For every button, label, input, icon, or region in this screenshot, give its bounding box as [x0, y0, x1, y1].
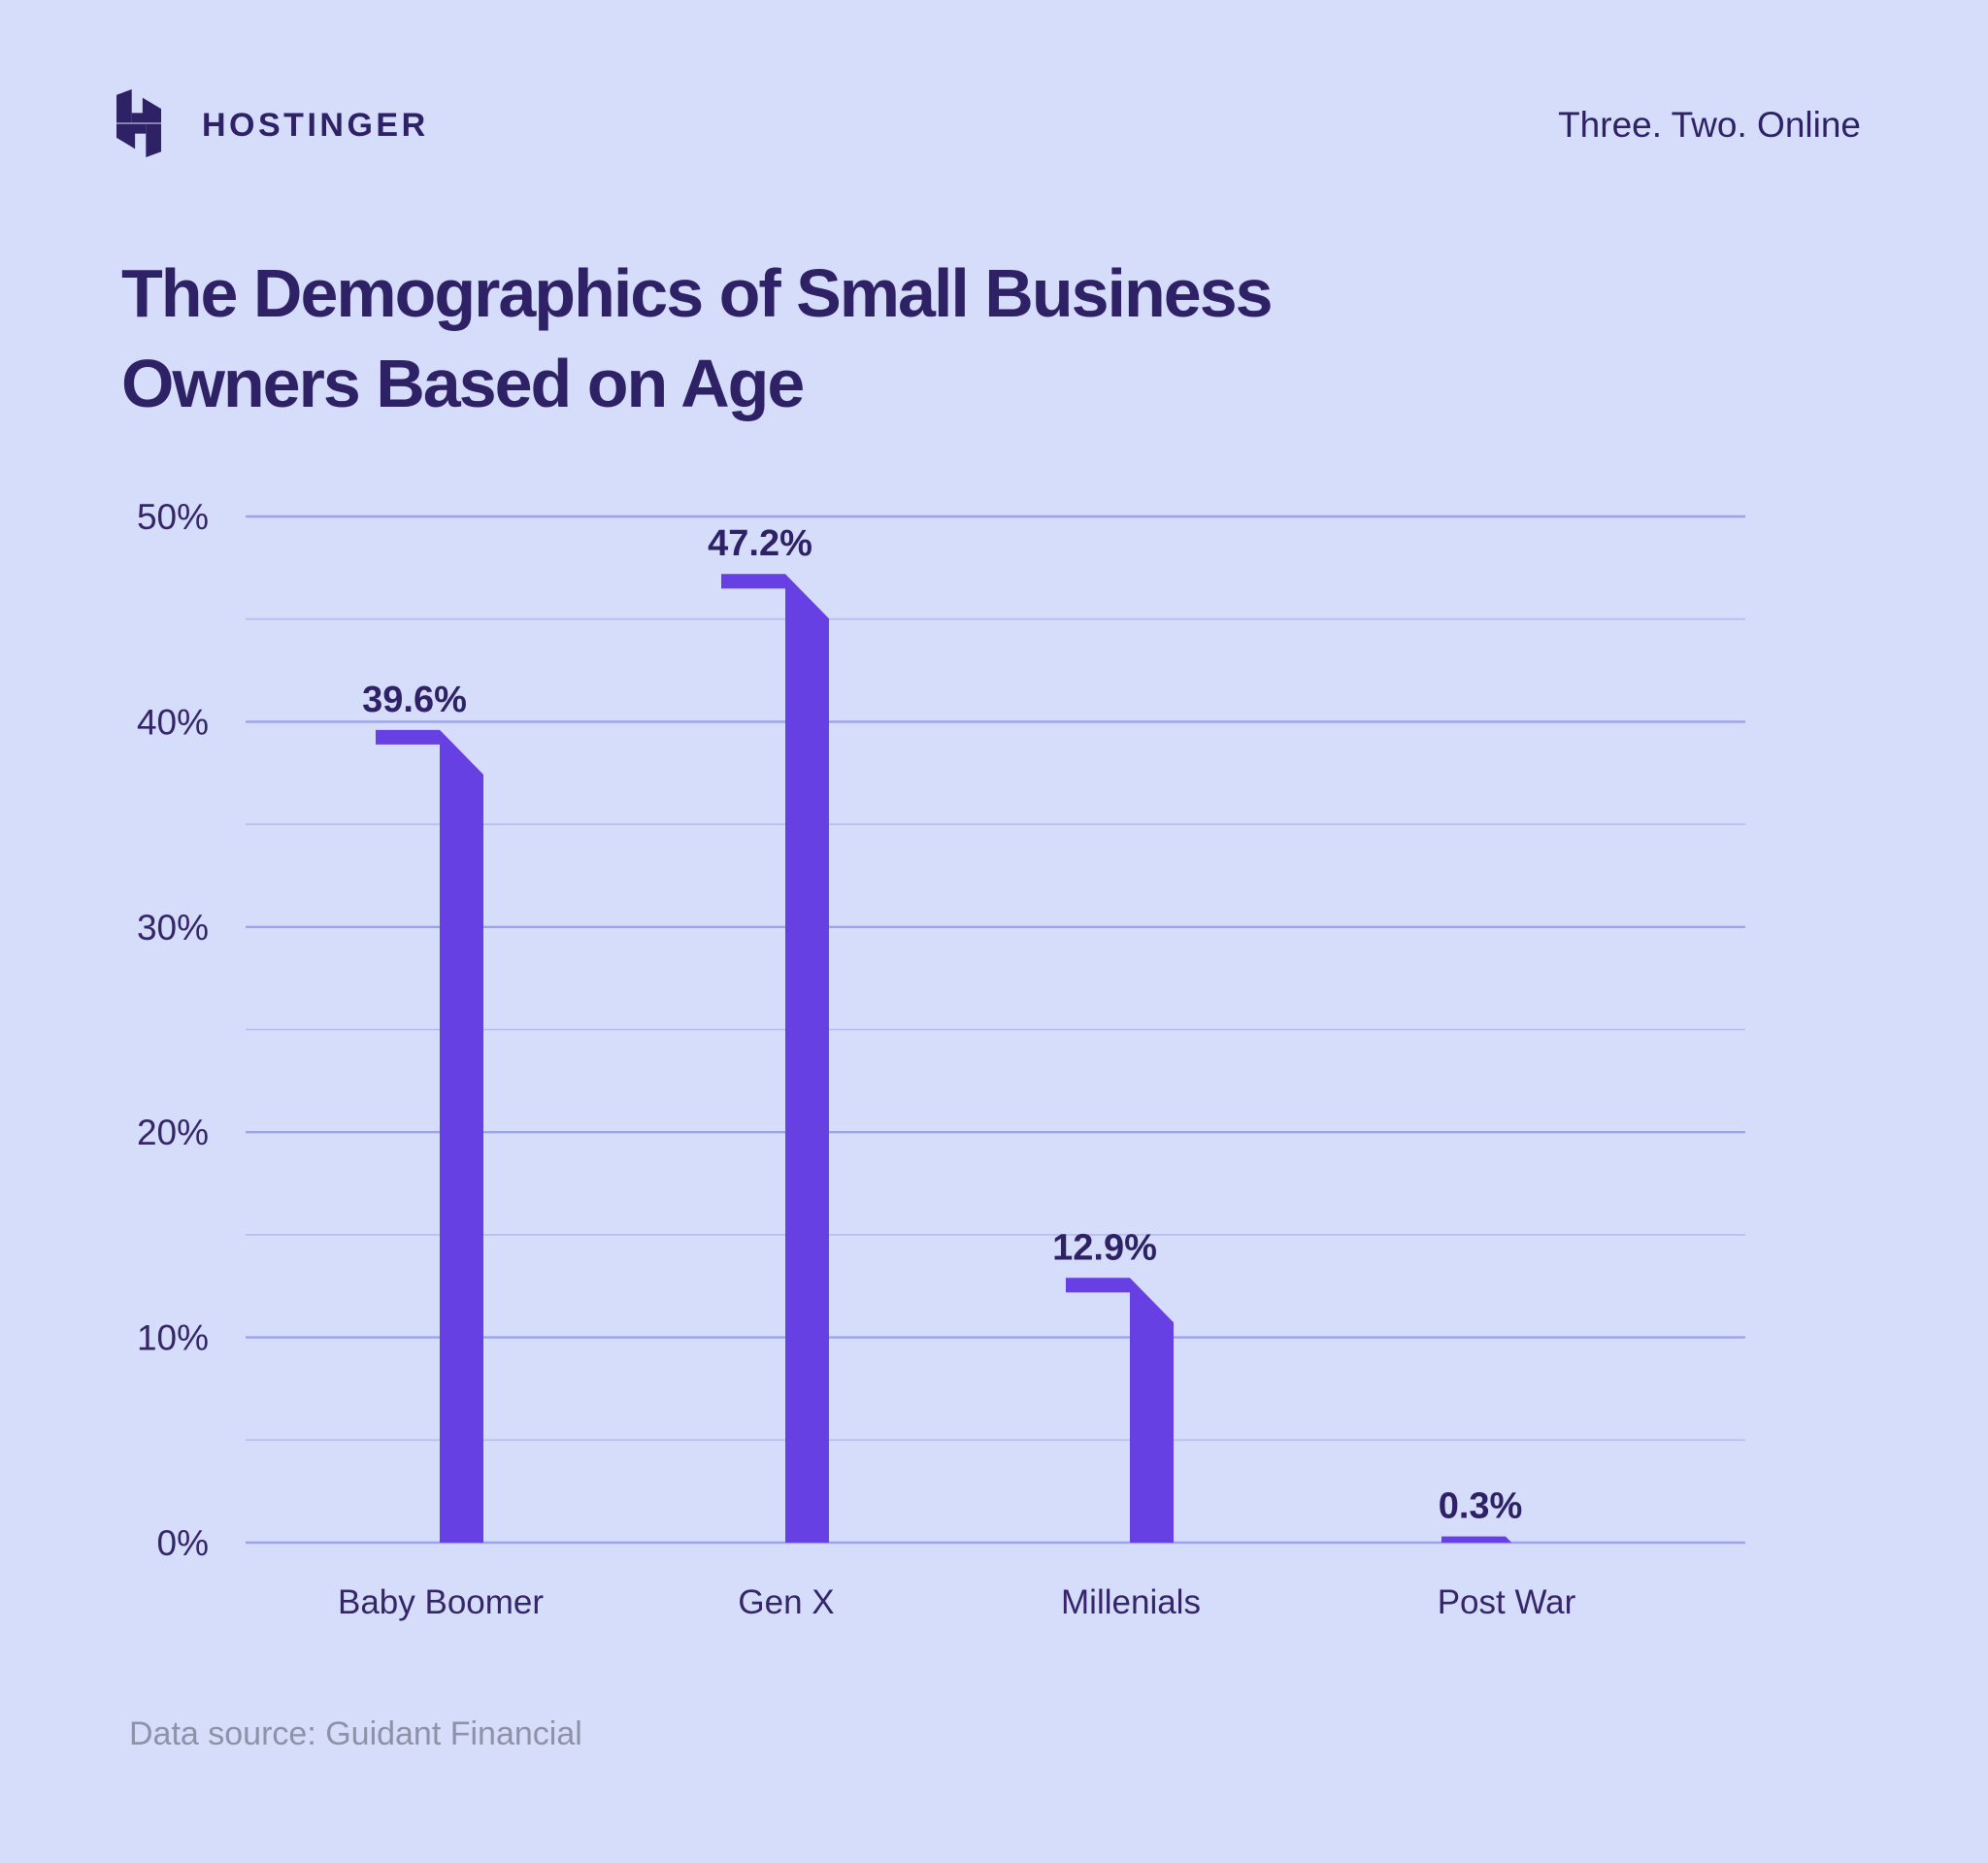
- hostinger-h-icon: [116, 89, 161, 157]
- page-title: The Demographics of Small Business Owner…: [121, 255, 1274, 421]
- bar-value-label: 39.6%: [362, 680, 467, 720]
- bar-value-label: 12.9%: [1052, 1227, 1157, 1268]
- x-category-label: Millenials: [1061, 1583, 1201, 1621]
- y-tick-label: 20%: [137, 1113, 209, 1152]
- bar-post-war: [1441, 1536, 1549, 1543]
- x-category-label: Baby Boomer: [338, 1583, 544, 1621]
- y-tick-label: 50%: [137, 497, 209, 537]
- bar-baby-boomer: [376, 729, 483, 1543]
- bar-millenials: [1066, 1278, 1174, 1543]
- brand-tagline: Three. Two. Online: [1558, 105, 1861, 145]
- hostinger-logo: HOSTINGER: [116, 89, 429, 157]
- y-tick-label: 40%: [137, 702, 209, 742]
- brand-wordmark: HOSTINGER: [202, 107, 429, 144]
- data-source-note: Data source: Guidant Financial: [129, 1715, 582, 1752]
- y-tick-label: 0%: [157, 1523, 209, 1563]
- bar-gen-x: [721, 574, 829, 1543]
- x-category-label: Post War: [1438, 1583, 1576, 1621]
- x-category-label: Gen X: [738, 1583, 834, 1621]
- bar-value-label: 47.2%: [708, 523, 812, 564]
- bar-value-label: 0.3%: [1439, 1486, 1523, 1527]
- y-tick-label: 30%: [137, 908, 209, 948]
- bars-group: [376, 574, 1549, 1543]
- y-tick-label: 10%: [137, 1318, 209, 1358]
